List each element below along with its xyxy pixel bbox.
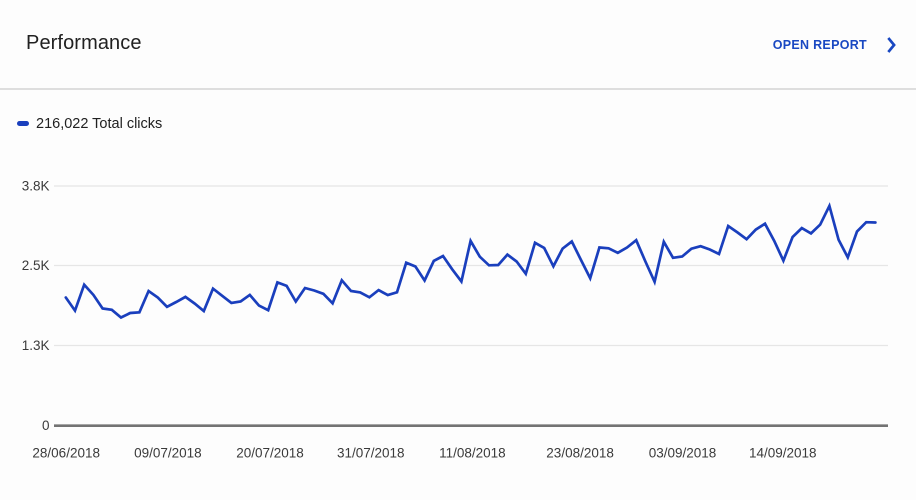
- svg-text:31/07/2018: 31/07/2018: [337, 446, 405, 461]
- svg-text:0: 0: [42, 418, 50, 433]
- svg-text:09/07/2018: 09/07/2018: [134, 446, 202, 461]
- svg-text:23/08/2018: 23/08/2018: [546, 446, 614, 461]
- svg-text:2.5K: 2.5K: [22, 258, 50, 273]
- svg-text:1.3K: 1.3K: [22, 338, 50, 353]
- svg-text:20/07/2018: 20/07/2018: [236, 446, 304, 461]
- svg-text:14/09/2018: 14/09/2018: [749, 446, 817, 461]
- svg-text:11/08/2018: 11/08/2018: [439, 446, 506, 461]
- svg-text:03/09/2018: 03/09/2018: [649, 446, 717, 461]
- svg-text:3.8K: 3.8K: [22, 179, 50, 194]
- svg-text:28/06/2018: 28/06/2018: [32, 446, 100, 461]
